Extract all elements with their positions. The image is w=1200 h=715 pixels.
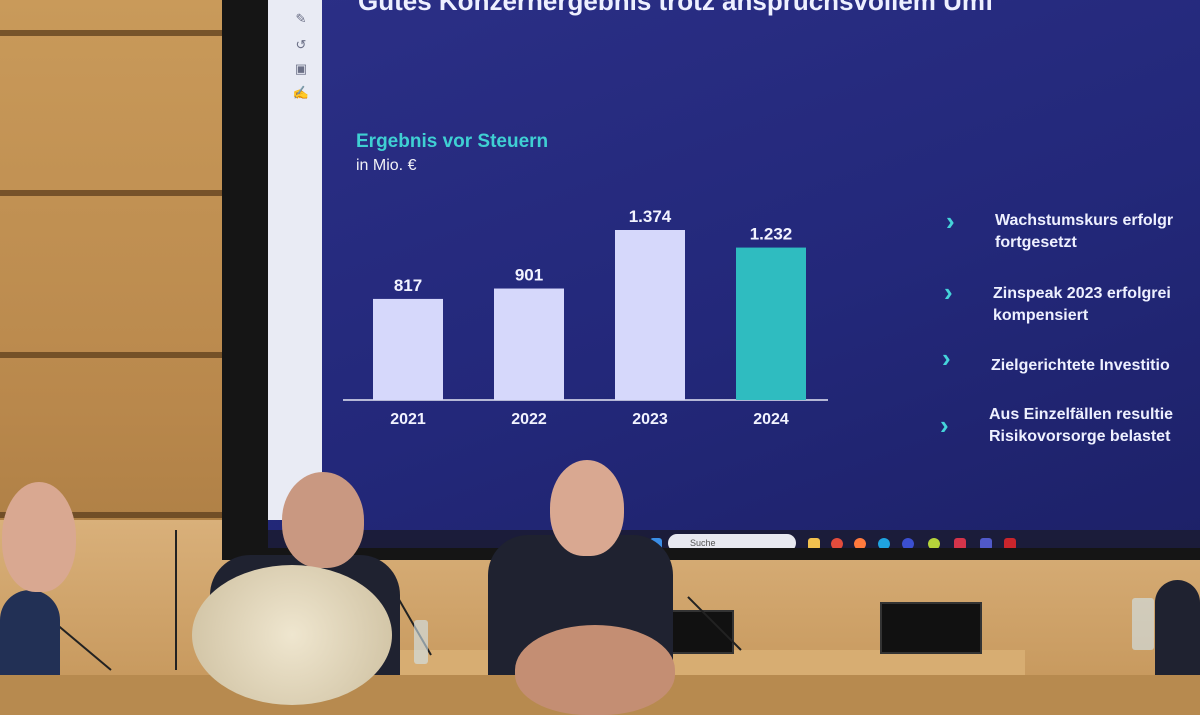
powerpoint-icon[interactable] (954, 538, 966, 548)
audience-head (192, 565, 392, 705)
wall-slat (0, 190, 240, 196)
chevron-right-icon: › (942, 343, 951, 373)
bullet-text: Wachstumskurs erfolgr fortgesetzt (995, 212, 1174, 251)
teams-icon[interactable] (980, 538, 992, 548)
bar-chart: 817 2021 901 2022 1.374 2023 1.232 2024 (343, 207, 828, 428)
taskbar-search[interactable]: Suche (668, 534, 796, 548)
chevron-right-icon: › (940, 410, 949, 440)
edge-icon[interactable] (878, 538, 890, 548)
projection-screen: ✎ ↺ ▣ ✍ Gutes Konzernergebnis trotz ansp… (268, 0, 1200, 548)
tick-label: 2024 (753, 411, 789, 428)
chart-unit: in Mio. € (356, 157, 417, 174)
chevron-right-icon: › (944, 277, 953, 307)
bullet-text: Zinspeak 2023 erfolgrei kompensiert (993, 285, 1171, 324)
person-suit (0, 590, 60, 675)
firefox-icon[interactable] (854, 538, 866, 548)
acrobat-icon[interactable] (1004, 538, 1016, 548)
data-label: 901 (515, 266, 543, 285)
speaker-head (550, 460, 624, 556)
person-head (282, 472, 364, 568)
tick-label: 2023 (632, 411, 668, 428)
app-icon[interactable] (902, 538, 914, 548)
data-label: 817 (394, 276, 422, 295)
slide-title: Gutes Konzernergebnis trotz anspruchsvol… (358, 0, 994, 16)
app-icon[interactable] (928, 538, 940, 548)
bullet-text: Aus Einzelfällen resultie Risikovorsorge… (989, 406, 1174, 445)
microphone (175, 530, 177, 670)
person-head (2, 482, 76, 592)
tick-label: 2021 (390, 411, 426, 428)
signature-icon[interactable]: ✍ (292, 85, 310, 100)
data-label: 1.232 (750, 225, 793, 244)
bar-2024 (736, 247, 806, 400)
water-bottle (414, 620, 428, 664)
audience-head (515, 625, 675, 715)
pdf-toolbar: ✎ ↺ ▣ ✍ (268, 0, 322, 520)
bar-2023 (615, 230, 685, 400)
wall-slat (0, 30, 240, 36)
chart-title: Ergebnis vor Steuern (356, 131, 549, 152)
bar-2021 (373, 298, 443, 400)
chevron-right-icon: › (946, 206, 955, 236)
bullet-text: Zielgerichtete Investitio (991, 357, 1170, 374)
person-suit (1155, 580, 1200, 675)
wall-slat (0, 352, 240, 358)
chrome-icon[interactable] (831, 538, 843, 548)
data-label: 1.374 (629, 207, 672, 226)
water-carafe (1132, 598, 1154, 650)
tick-label: 2022 (511, 411, 547, 428)
bar-2022 (494, 288, 564, 400)
wall-slat (0, 512, 240, 518)
file-explorer-icon[interactable] (808, 538, 820, 548)
windows-taskbar: Suche (268, 530, 1200, 548)
text-box-icon[interactable]: ▣ (294, 61, 308, 76)
lasso-icon[interactable]: ↺ (295, 37, 307, 52)
desk-monitor (880, 602, 982, 654)
pen-icon[interactable]: ✎ (295, 11, 307, 26)
